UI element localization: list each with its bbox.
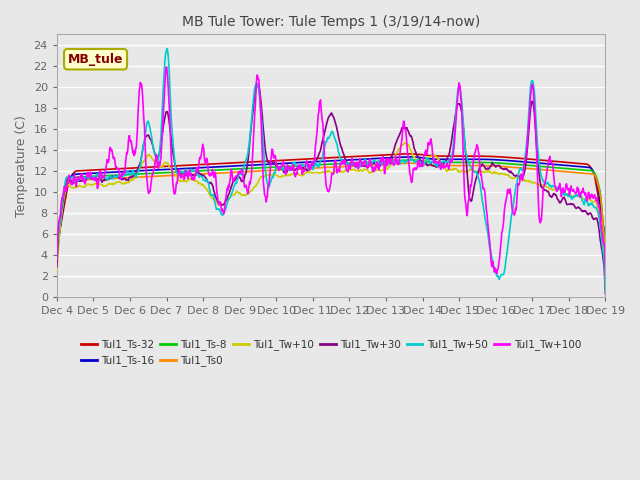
Tul1_Tw+30 [53, 264, 61, 269]
Tul1_Tw+100 [583, 198, 591, 204]
Tul1_Tw+100 [281, 166, 289, 172]
Tul1_Tw+100 [53, 256, 61, 262]
Tul1_Ts-8 [583, 168, 591, 173]
Tul1_Ts0 [53, 257, 61, 263]
Tul1_Tw+100 [163, 64, 170, 70]
Tul1_Ts-32 [53, 243, 61, 249]
Tul1_Ts0 [155, 173, 163, 179]
Line: Tul1_Ts-32: Tul1_Ts-32 [57, 154, 605, 246]
Legend: Tul1_Ts-32, Tul1_Ts-16, Tul1_Ts-8, Tul1_Ts0, Tul1_Tw+10, Tul1_Tw+30, Tul1_Tw+50,: Tul1_Ts-32, Tul1_Ts-16, Tul1_Ts-8, Tul1_… [77, 335, 585, 371]
Title: MB Tule Tower: Tule Temps 1 (3/19/14-now): MB Tule Tower: Tule Temps 1 (3/19/14-now… [182, 15, 480, 29]
Tul1_Ts-16 [583, 164, 591, 170]
Tul1_Ts0 [408, 160, 415, 166]
Tul1_Ts-16 [575, 164, 582, 169]
Tul1_Tw+30 [377, 163, 385, 169]
Tul1_Tw+10 [376, 168, 384, 174]
Tul1_Ts-32 [405, 151, 413, 157]
Tul1_Tw+10 [583, 195, 591, 201]
Tul1_Tw+50 [377, 161, 385, 167]
Tul1_Ts0 [376, 162, 384, 168]
Tul1_Tw+30 [602, 291, 609, 297]
Tul1_Tw+10 [602, 277, 609, 283]
Tul1_Tw+30 [575, 204, 582, 210]
Tul1_Ts-8 [575, 167, 582, 172]
Tul1_Ts-8 [408, 157, 415, 163]
Tul1_Ts-32 [575, 160, 582, 166]
Line: Tul1_Ts0: Tul1_Ts0 [57, 163, 605, 260]
Tul1_Tw+100 [377, 156, 385, 161]
Tul1_Ts-32 [583, 161, 591, 167]
Tul1_Tw+10 [53, 267, 61, 273]
Tul1_Tw+50 [575, 192, 582, 198]
Tul1_Ts-32 [281, 157, 289, 163]
Tul1_Ts0 [281, 167, 289, 172]
Line: Tul1_Ts-16: Tul1_Ts-16 [57, 157, 605, 252]
Tul1_Tw+50 [155, 155, 163, 161]
Tul1_Tw+50 [583, 198, 591, 204]
Tul1_Tw+30 [79, 177, 87, 182]
Tul1_Ts0 [575, 170, 582, 176]
Tul1_Tw+100 [602, 273, 609, 278]
Tul1_Tw+50 [163, 46, 171, 51]
Tul1_Tw+30 [583, 211, 591, 216]
Tul1_Tw+30 [254, 82, 262, 87]
Tul1_Ts-8 [281, 164, 289, 169]
Line: Tul1_Tw+30: Tul1_Tw+30 [57, 84, 605, 294]
Tul1_Tw+30 [281, 169, 289, 175]
Tul1_Ts-16 [406, 154, 413, 160]
Tul1_Ts-8 [376, 158, 384, 164]
Tul1_Tw+100 [79, 175, 87, 181]
Tul1_Ts0 [602, 252, 609, 257]
Line: Tul1_Tw+100: Tul1_Tw+100 [57, 67, 605, 276]
Tul1_Tw+10 [281, 173, 289, 179]
Tul1_Ts-32 [376, 152, 384, 158]
Tul1_Ts-16 [602, 240, 609, 245]
Tul1_Ts-8 [79, 174, 87, 180]
Tul1_Tw+50 [79, 175, 87, 181]
Tul1_Tw+10 [79, 184, 87, 190]
Text: MB_tule: MB_tule [68, 53, 124, 66]
Tul1_Ts-8 [53, 256, 61, 262]
Tul1_Tw+10 [401, 140, 409, 145]
Tul1_Tw+50 [602, 289, 609, 295]
Tul1_Tw+50 [53, 256, 61, 262]
Tul1_Tw+100 [155, 165, 163, 171]
Tul1_Ts-32 [155, 164, 163, 169]
Tul1_Tw+100 [575, 186, 582, 192]
Tul1_Ts0 [583, 171, 591, 177]
Tul1_Ts0 [79, 177, 87, 183]
Tul1_Tw+50 [281, 167, 289, 173]
Tul1_Ts-16 [281, 160, 289, 166]
Tul1_Ts-32 [79, 168, 87, 173]
Tul1_Ts-16 [376, 156, 384, 161]
Tul1_Ts-8 [602, 245, 609, 251]
Line: Tul1_Ts-8: Tul1_Ts-8 [57, 160, 605, 259]
Line: Tul1_Tw+50: Tul1_Tw+50 [57, 48, 605, 292]
Tul1_Ts-16 [79, 171, 87, 177]
Y-axis label: Temperature (C): Temperature (C) [15, 115, 28, 216]
Tul1_Tw+30 [155, 153, 163, 158]
Tul1_Ts-16 [155, 167, 163, 173]
Line: Tul1_Tw+10: Tul1_Tw+10 [57, 143, 605, 280]
Tul1_Tw+10 [575, 193, 582, 199]
Tul1_Ts-32 [602, 236, 609, 241]
Tul1_Ts-8 [155, 170, 163, 176]
Tul1_Tw+10 [155, 164, 163, 169]
Tul1_Ts-16 [53, 249, 61, 255]
